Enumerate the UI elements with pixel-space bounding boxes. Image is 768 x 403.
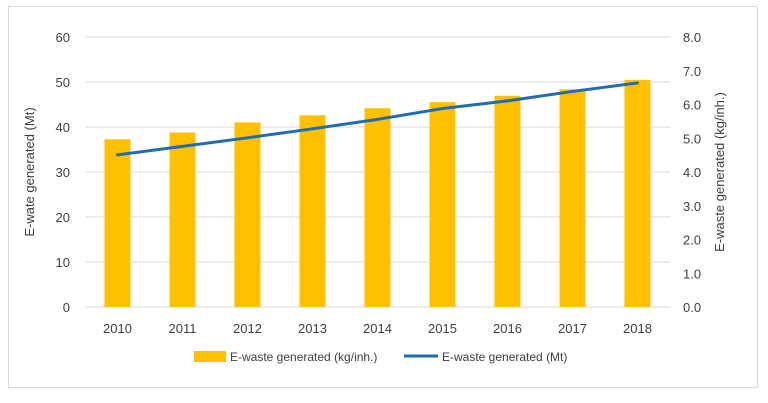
- legend-bar-swatch: [194, 351, 226, 362]
- y-right-tick-label: 4.0: [683, 165, 701, 180]
- y-left-tick-label: 40: [56, 120, 70, 135]
- bar: [494, 95, 521, 307]
- y-right-tick-label: 5.0: [683, 131, 701, 146]
- bar: [169, 132, 196, 307]
- bar-series: [104, 79, 651, 308]
- y-right-tick-label: 2.0: [683, 233, 701, 248]
- bar: [624, 79, 651, 307]
- x-tick-label: 2018: [623, 321, 652, 336]
- x-tick-label: 2010: [103, 321, 132, 336]
- series-line: [116, 81, 639, 157]
- y-axis-right-ticks: 0.0 1.0 2.0 3.0 4.0 5.0 6.0 7.0 8.0: [683, 30, 701, 315]
- legend: E-waste generated (kg/inh.) E-waste gene…: [194, 350, 567, 364]
- y-left-tick-label: 10: [56, 255, 70, 270]
- x-tick-label: 2015: [428, 321, 457, 336]
- bar: [299, 115, 326, 307]
- y-left-tick-label: 60: [56, 30, 70, 45]
- y-right-tick-label: 0.0: [683, 300, 701, 315]
- x-tick-label: 2012: [233, 321, 262, 336]
- bar: [104, 139, 131, 307]
- x-tick-label: 2016: [493, 321, 522, 336]
- y-axis-left-label: E-wate generated (Mt): [22, 107, 37, 236]
- x-axis-ticks: 2010 2011 2012 2013 2014 2015 2016 2017 2018: [103, 321, 652, 336]
- y-left-tick-label: 50: [56, 75, 70, 90]
- y-right-tick-label: 1.0: [683, 266, 701, 281]
- y-left-tick-label: 30: [56, 165, 70, 180]
- y-left-tick-label: 0: [63, 300, 70, 315]
- x-tick-label: 2013: [298, 321, 327, 336]
- legend-bar-label: E-waste generated (kg/inh.): [230, 350, 377, 364]
- y-right-tick-label: 3.0: [683, 199, 701, 214]
- bar: [559, 89, 586, 307]
- legend-line-label: E-waste generated (Mt): [442, 350, 567, 364]
- bar: [234, 122, 261, 307]
- x-tick-label: 2014: [363, 321, 392, 336]
- y-axis-right-label: E-waste generated (kg/inh.): [712, 92, 727, 252]
- y-left-tick-label: 20: [56, 210, 70, 225]
- x-tick-label: 2017: [558, 321, 587, 336]
- y-right-tick-label: 6.0: [683, 98, 701, 113]
- y-axis-left-ticks: 0 10 20 30 40 50 60: [56, 30, 70, 315]
- bar: [364, 108, 391, 308]
- x-tick-label: 2011: [169, 321, 197, 336]
- y-right-tick-label: 7.0: [683, 64, 701, 79]
- line-series: [116, 81, 639, 157]
- y-right-tick-label: 8.0: [683, 30, 701, 45]
- bar: [429, 102, 456, 307]
